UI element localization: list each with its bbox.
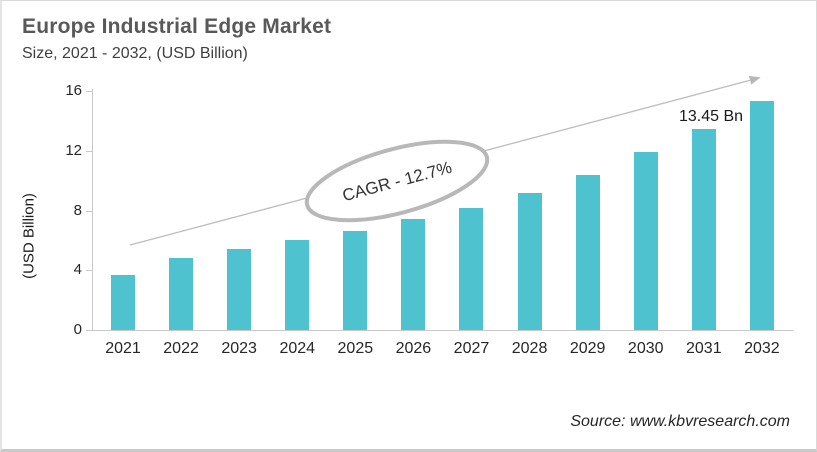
y-tick-mark-4	[86, 270, 92, 272]
bar-2026	[401, 219, 426, 330]
y-tick-label-16: 16	[65, 82, 82, 99]
y-axis-title: (USD Billion)	[20, 193, 38, 279]
x-tick-label-2028: 2028	[511, 340, 548, 357]
bar-2022	[169, 258, 194, 330]
y-tick-mark-8	[86, 210, 92, 212]
bar-2027	[459, 207, 484, 330]
source-text: Source: www.kbvresearch.com	[570, 413, 790, 430]
y-tick-label-0: 0	[73, 321, 82, 338]
x-tick-label-2024: 2024	[279, 340, 316, 357]
x-tick-label-2023: 2023	[221, 340, 257, 357]
x-tick-label-2031: 2031	[686, 340, 722, 357]
trend-arrow-line	[129, 75, 761, 246]
value-label-2031: 13.45 Bn	[678, 108, 744, 125]
x-tick-label-2030: 2030	[627, 340, 664, 357]
bar-2032	[749, 101, 774, 330]
y-axis-line	[92, 89, 93, 331]
y-tick-label-12: 12	[65, 141, 82, 159]
x-tick-label-2027: 2027	[453, 340, 490, 357]
bar-2021	[111, 274, 135, 330]
x-tick-label-2032: 2032	[744, 340, 780, 357]
y-tick-mark-12	[86, 150, 92, 152]
bar-2030	[633, 152, 658, 330]
y-tick-label-4: 4	[73, 261, 82, 279]
bar-2023	[227, 249, 252, 330]
page-title: Europe Industrial Edge Market	[22, 15, 332, 38]
x-tick-label-2022: 2022	[163, 340, 199, 357]
bar-2025	[343, 231, 368, 330]
x-axis-line	[92, 330, 793, 331]
x-tick-label-2025: 2025	[337, 340, 374, 357]
cagr-label: CAGR - 12.7%	[340, 158, 454, 205]
page-subtitle: Size, 2021 - 2032, (USD Billion)	[22, 45, 248, 62]
y-tick-label-8: 8	[73, 201, 82, 219]
bar-2028	[517, 192, 542, 330]
y-tick-mark-16	[86, 91, 92, 92]
bar-2029	[575, 174, 600, 330]
x-tick-label-2021: 2021	[105, 340, 141, 357]
x-tick-label-2029: 2029	[569, 340, 606, 357]
y-tick-mark-0	[86, 330, 92, 331]
bar-2024	[285, 240, 310, 330]
bar-2031	[691, 129, 716, 330]
x-tick-label-2026: 2026	[395, 340, 432, 357]
